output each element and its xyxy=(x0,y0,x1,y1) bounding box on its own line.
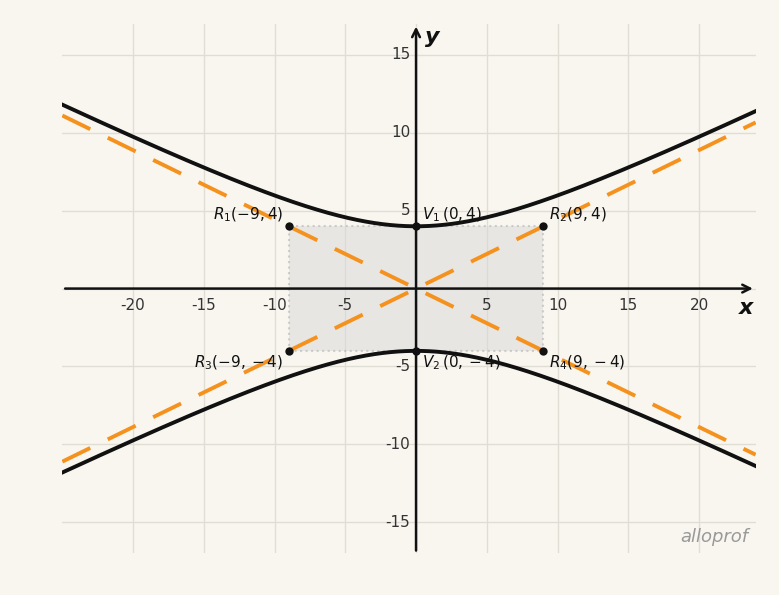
Text: alloprof: alloprof xyxy=(680,528,749,546)
Text: x: x xyxy=(738,298,753,318)
Text: 5: 5 xyxy=(400,203,411,218)
Text: -15: -15 xyxy=(192,298,217,313)
Bar xyxy=(289,226,544,351)
Text: -5: -5 xyxy=(395,359,411,374)
Text: -10: -10 xyxy=(263,298,287,313)
Text: 15: 15 xyxy=(391,48,411,62)
Text: y: y xyxy=(425,27,439,47)
Text: -20: -20 xyxy=(121,298,146,313)
Text: $R_2(9, 4)$: $R_2(9, 4)$ xyxy=(549,205,607,224)
Text: 20: 20 xyxy=(689,298,709,313)
Text: $V_1\,(0, 4)$: $V_1\,(0, 4)$ xyxy=(421,205,481,224)
Text: 10: 10 xyxy=(391,126,411,140)
Text: $R_4(9, -4)$: $R_4(9, -4)$ xyxy=(549,353,626,372)
Text: 5: 5 xyxy=(482,298,492,313)
Text: $R_1(-9, 4)$: $R_1(-9, 4)$ xyxy=(213,205,283,224)
Text: 15: 15 xyxy=(619,298,638,313)
Text: -10: -10 xyxy=(386,437,411,452)
Text: 10: 10 xyxy=(548,298,567,313)
Text: $V_2\,(0, -4)$: $V_2\,(0, -4)$ xyxy=(421,353,500,372)
Text: $R_3(-9, -4)$: $R_3(-9, -4)$ xyxy=(194,353,283,372)
Text: -15: -15 xyxy=(386,515,411,530)
Text: -5: -5 xyxy=(338,298,353,313)
